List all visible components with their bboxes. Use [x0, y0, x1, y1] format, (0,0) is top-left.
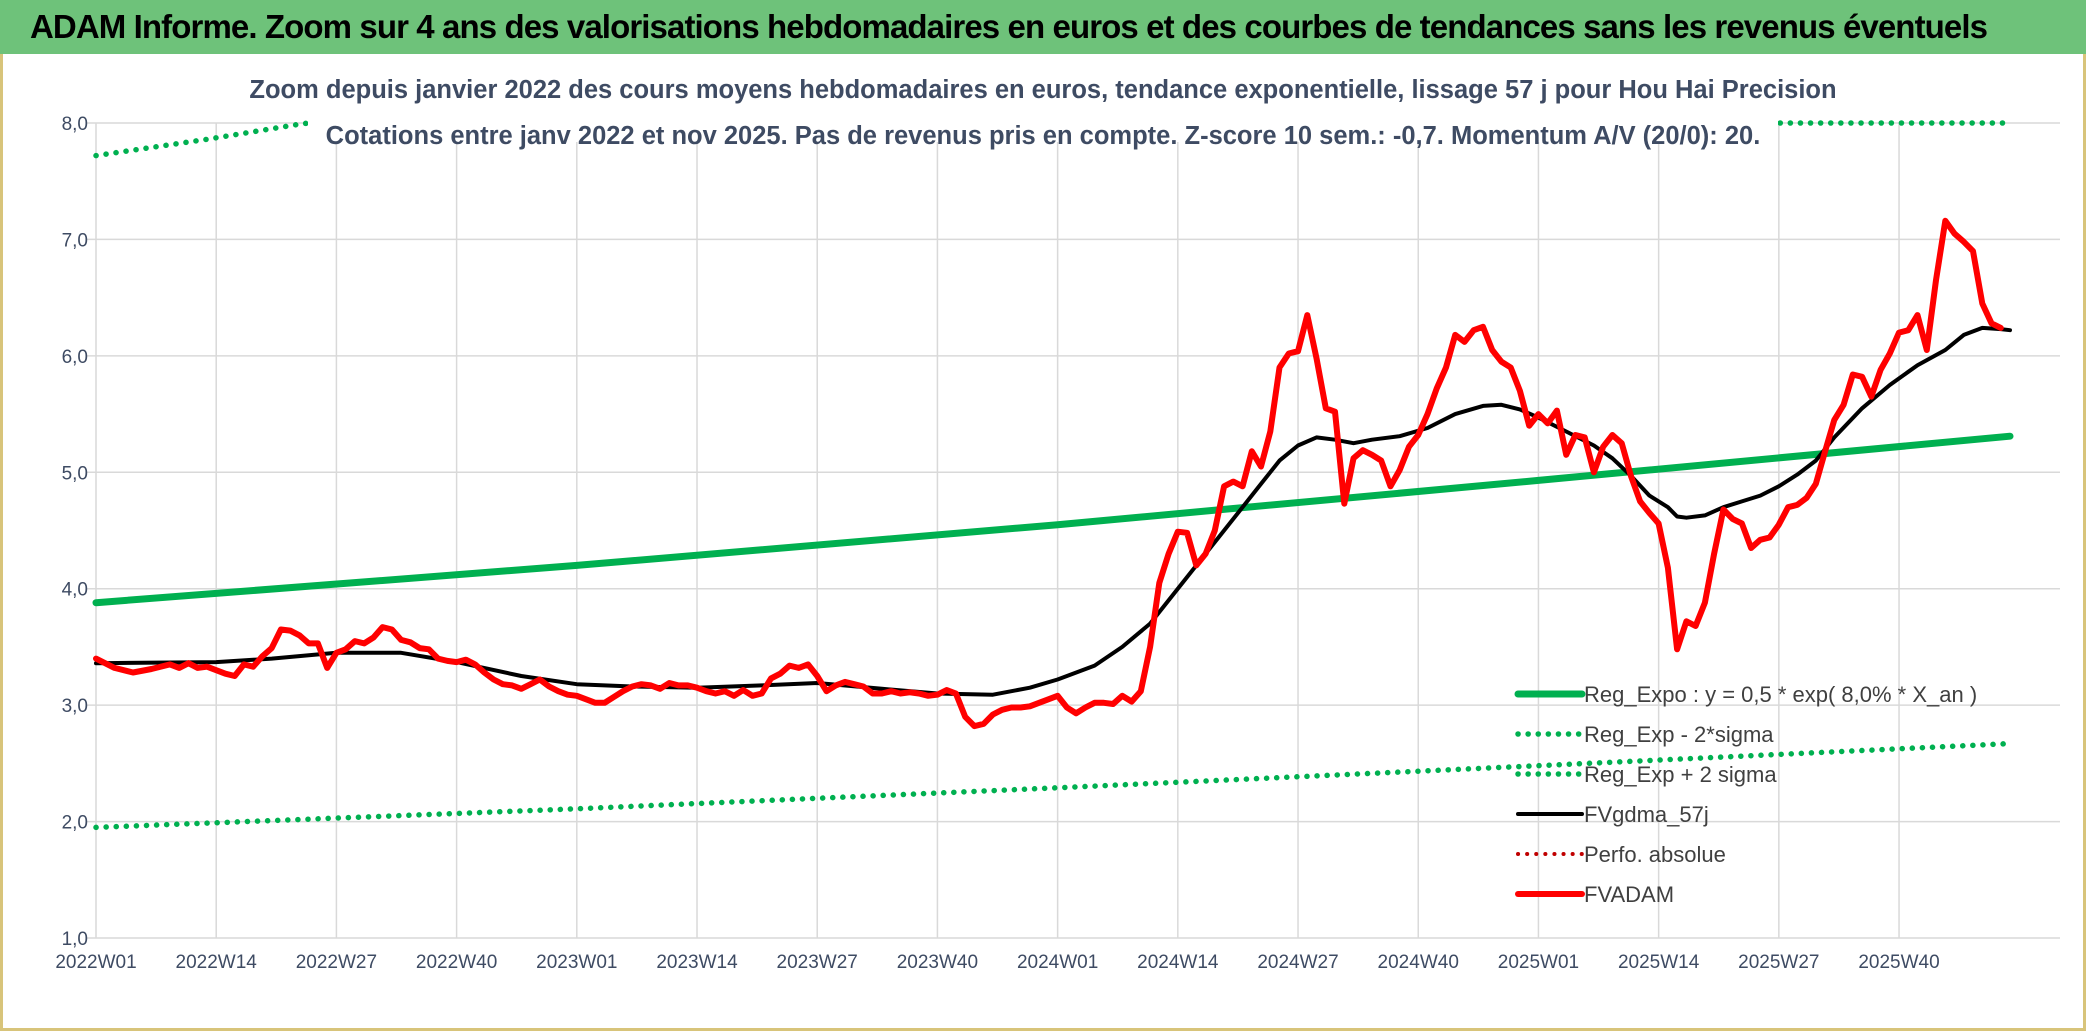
- title-backdrop: [308, 54, 1778, 142]
- legend: Reg_Expo : y = 0,5 * exp( 8,0% * X_an ) R…: [1514, 682, 1977, 907]
- grid-lines: [86, 122, 2060, 939]
- x-tick-label: 2023W40: [897, 952, 978, 973]
- series-lines: [92, 120, 2014, 831]
- chart-subtitle: Cotations entre janv 2022 et nov 2025. P…: [326, 122, 1761, 150]
- legend-label: Reg_Exp + 2 sigma: [1584, 762, 1777, 787]
- reg-exp-plus-2sigma-line: [93, 120, 2013, 159]
- x-tick-label: 2024W01: [1017, 952, 1098, 973]
- chart-title: Zoom depuis janvier 2022 des cours moyen…: [249, 76, 1836, 104]
- legend-label: FVADAM: [1584, 882, 1674, 907]
- y-tick-label: 6,0: [62, 347, 88, 368]
- reg-exp-minus-2sigma-line: [93, 740, 2013, 831]
- y-tick-label: 1,0: [62, 929, 88, 950]
- x-tick-label: 2024W40: [1378, 952, 1459, 973]
- x-tick-label: 2025W01: [1498, 952, 1579, 973]
- x-tick-label: 2022W27: [296, 952, 377, 973]
- y-tick-label: 7,0: [62, 230, 88, 251]
- x-tick-label: 2025W40: [1858, 952, 1939, 973]
- y-tick-label: 3,0: [62, 696, 88, 717]
- x-tick-label: 2023W14: [656, 952, 738, 973]
- legend-label: Reg_Expo : y = 0,5 * exp( 8,0% * X_an ): [1584, 682, 1977, 707]
- y-tick-label: 4,0: [62, 580, 88, 601]
- y-tick-label: 2,0: [62, 813, 88, 834]
- y-axis-ticks: 1,0 2,0 3,0 4,0 5,0 6,0 7,0 8,0: [62, 114, 88, 950]
- legend-label: Reg_Exp - 2*sigma: [1584, 722, 1774, 747]
- x-tick-label: 2024W14: [1137, 952, 1219, 973]
- fvadam-line: [93, 217, 2004, 730]
- legend-label: FVgdma_57j: [1584, 802, 1709, 827]
- banner-title: ADAM Informe. Zoom sur 4 ans des valoris…: [30, 8, 1988, 45]
- fvgdma-57j-line: [94, 325, 2012, 697]
- x-tick-label: 2022W14: [176, 952, 258, 973]
- report-banner: ADAM Informe. Zoom sur 4 ans des valoris…: [0, 0, 2086, 54]
- x-tick-label: 2024W27: [1257, 952, 1338, 973]
- y-tick-label: 5,0: [62, 463, 88, 484]
- x-axis-ticks: 2022W01 2022W14 2022W27 2022W40 2023W01 2023W…: [55, 952, 1939, 973]
- x-tick-label: 2022W01: [55, 952, 136, 973]
- legend-label: Perfo. absolue: [1584, 842, 1726, 867]
- reg-expo-line: [92, 432, 2014, 607]
- x-tick-label: 2025W27: [1738, 952, 1819, 973]
- x-tick-label: 2022W40: [416, 952, 497, 973]
- x-tick-label: 2025W14: [1618, 952, 1700, 973]
- price-chart: 1,02,03,04,05,06,07,08,0 2022W01 2022W14 2…: [55, 54, 2060, 973]
- y-tick-label: 8,0: [62, 114, 88, 135]
- x-tick-label: 2023W27: [777, 952, 858, 973]
- x-tick-label: 2023W01: [536, 952, 617, 973]
